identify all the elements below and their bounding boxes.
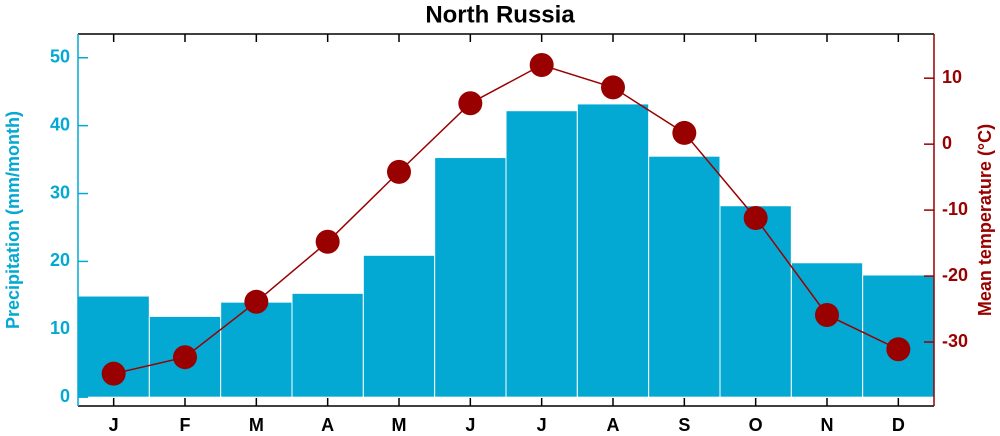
y2-tick-label: 0 [942,133,952,153]
temperature-marker [387,159,411,184]
bar [862,274,935,398]
bar [648,155,721,398]
temperature-marker [173,345,197,370]
bar [220,301,293,398]
temperature-marker [529,53,554,77]
x-tick-label: F [180,415,191,435]
temperature-marker [815,302,839,327]
x-tick-label: S [678,415,690,435]
y-tick-label: 10 [50,318,70,338]
bar [790,262,864,398]
x-tick-label: M [392,415,407,435]
y2-tick-label: -30 [942,331,968,351]
y2-tick-label: -10 [942,199,968,219]
x-tick-label: J [537,415,547,435]
x-tick-label: A [321,415,334,435]
temperature-marker [601,75,625,100]
y-axis-title: Precipitation (mm/month) [3,111,23,329]
y-tick-label: 30 [50,182,70,202]
temperature-marker [101,361,126,386]
bar [362,254,436,398]
temperature-marker [458,91,483,116]
x-tick-label: J [465,415,475,435]
y-tick-label: 40 [50,114,70,134]
bar [576,103,650,398]
x-tick-label: D [892,415,905,435]
y2-tick-label: 10 [942,67,962,87]
temperature-marker [886,337,911,362]
x-tick-label: M [249,415,264,435]
x-tick-label: O [749,415,763,435]
y-tick-label: 20 [50,250,70,270]
x-tick-label: N [821,415,834,435]
chart-title: North Russia [425,1,575,28]
temperature-marker [672,120,697,145]
temperature-marker [743,206,768,231]
bar [719,205,792,398]
bar [505,110,578,398]
temperature-marker [244,289,269,314]
x-tick-label: J [109,415,119,435]
y-tick-label: 0 [60,386,70,406]
temperature-marker [315,229,340,254]
y2-tick-label: -20 [942,265,968,285]
y-tick-label: 50 [50,47,70,67]
bar [291,292,364,398]
temperature-line [113,64,899,375]
bar [434,157,507,398]
y2-axis-title: Mean temperature (°C) [975,124,995,316]
x-tick-label: A [607,415,620,435]
